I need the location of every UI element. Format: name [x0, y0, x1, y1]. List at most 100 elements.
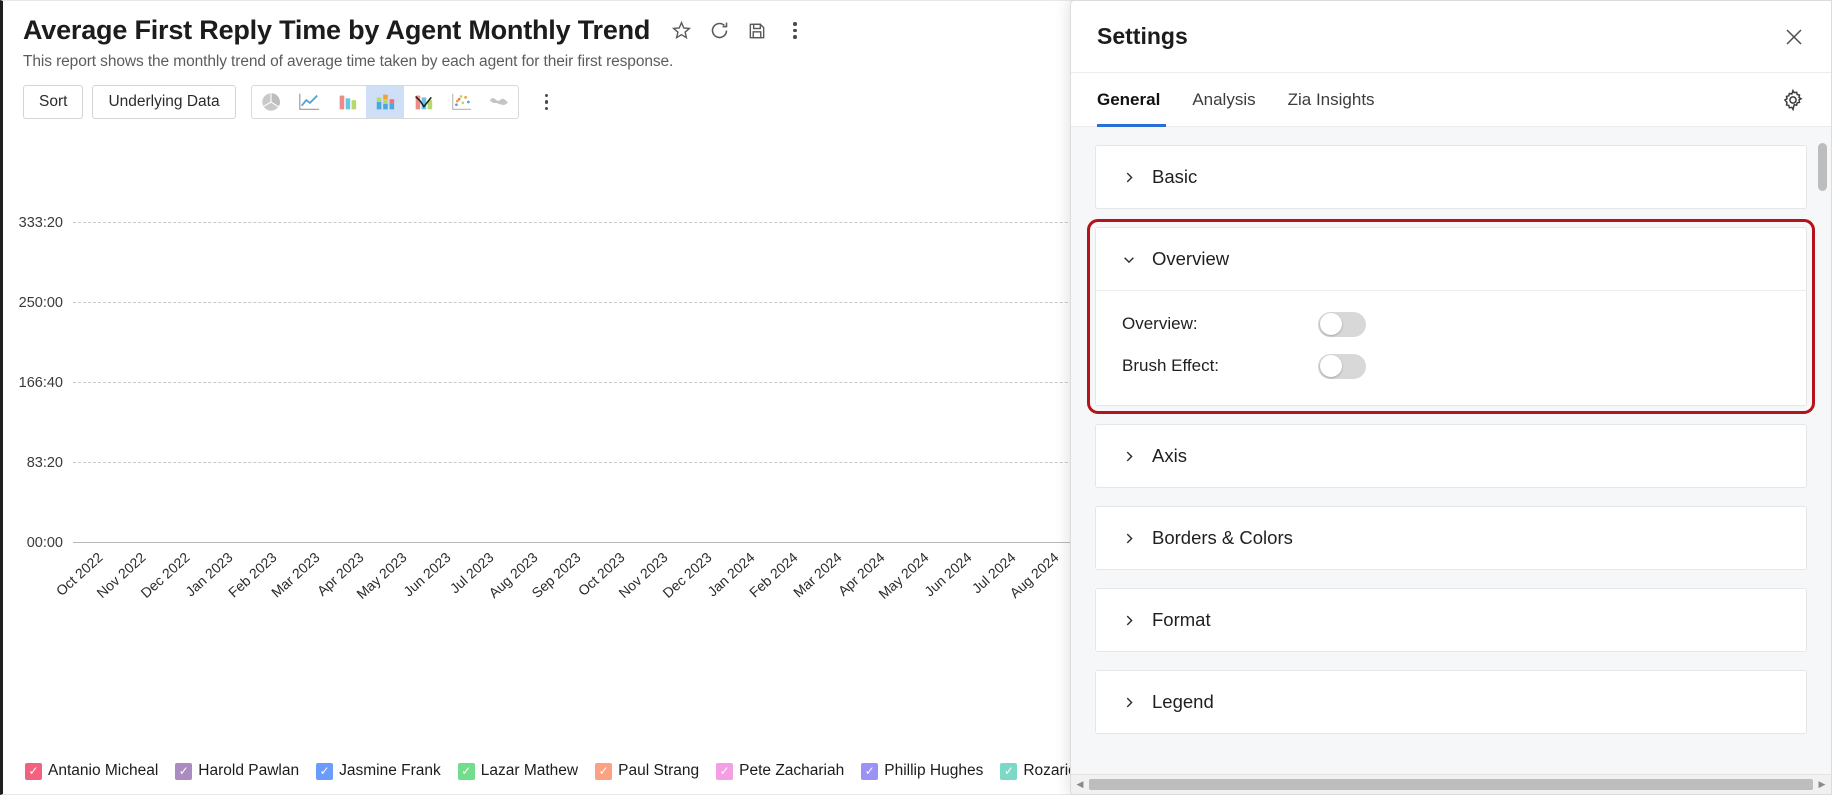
bar-column[interactable]: Nov 2023	[615, 143, 681, 601]
legend-item-label: Lazar Mathew	[480, 762, 579, 779]
bar-column[interactable]: Jun 2024	[922, 143, 986, 599]
settings-horizontal-scrollbar[interactable]: ◀ ▶	[1071, 774, 1831, 794]
settings-section-format: Format	[1095, 588, 1807, 652]
bar-column[interactable]: Jan 2024	[704, 143, 768, 599]
scroll-left-icon[interactable]: ◀	[1076, 779, 1084, 789]
bar-column[interactable]: Oct 2023	[574, 143, 638, 599]
legend-checkbox[interactable]: ✓	[595, 762, 613, 780]
bar-column[interactable]: Jul 2023	[447, 143, 507, 596]
pie-chart-icon[interactable]	[252, 86, 290, 118]
x-axis-tick-label: Jun 2023	[399, 549, 454, 600]
sort-button[interactable]: Sort	[23, 85, 84, 119]
bar-column[interactable]: Jun 2023	[400, 143, 464, 599]
y-axis-tick-label: 166:40	[18, 375, 63, 391]
bar-column[interactable]: Mar 2024	[790, 143, 855, 600]
legend-item-label: Pete Zachariah	[739, 762, 845, 779]
x-axis-line	[73, 542, 1203, 543]
more-options-icon[interactable]	[784, 20, 806, 42]
legend-item[interactable]: ✓ Pete Zachariah	[716, 762, 844, 780]
tab-analysis[interactable]: Analysis	[1192, 89, 1256, 109]
close-icon[interactable]	[1779, 22, 1809, 52]
settings-section-legend: Legend	[1095, 670, 1807, 734]
section-header[interactable]: Format	[1096, 589, 1806, 651]
legend-checkbox[interactable]: ✓	[1000, 762, 1018, 780]
legend-item[interactable]: ✓ Harold Pawlan	[175, 762, 299, 780]
bar-column[interactable]: May 2023	[353, 143, 420, 602]
legend-checkbox[interactable]: ✓	[716, 762, 734, 780]
bar-column[interactable]: Aug 2023	[485, 143, 551, 601]
legend-item[interactable]: ✓ Lazar Mathew	[457, 762, 579, 780]
legend-checkbox[interactable]: ✓	[861, 762, 879, 780]
legend-checkbox[interactable]: ✓	[316, 762, 334, 780]
settings-body: Basic Overview Overview: Brush Effect: Axis B…	[1071, 127, 1831, 774]
settings-panel: Settings General Analysis Zia Insights Bas…	[1070, 0, 1832, 795]
section-header[interactable]: Axis	[1096, 425, 1806, 487]
y-axis-tick-label: 333:20	[18, 215, 63, 232]
chart-more-options-icon[interactable]	[532, 85, 562, 119]
combo-chart-icon[interactable]	[404, 86, 442, 118]
section-header[interactable]: Legend	[1096, 671, 1806, 733]
y-axis-tick-label: 250:00	[18, 295, 63, 312]
legend-item-label: Jasmine Frank	[339, 762, 441, 779]
chart-legend: ✓ Antanio Micheal ✓ Harold Pawlan ✓ Jasmine F…	[25, 762, 1251, 780]
stacked-bar-chart-icon[interactable]	[365, 86, 404, 118]
legend-item[interactable]: ✓ Phillip Hughes	[861, 762, 983, 780]
y-gridline: 166:40	[19, 375, 1203, 391]
map-chart-icon[interactable]	[480, 86, 518, 118]
underlying-data-button[interactable]: Underlying Data	[92, 85, 236, 119]
toggle-brush-effect[interactable]	[1318, 353, 1366, 379]
bar-column[interactable]: Feb 2023	[225, 143, 290, 600]
bar-column[interactable]: Feb 2024	[747, 143, 812, 600]
chevron-right-icon	[1122, 531, 1136, 546]
settings-section-basic: Basic	[1095, 145, 1807, 209]
scatter-chart-icon[interactable]	[442, 86, 480, 118]
bar-column[interactable]: Apr 2023	[313, 143, 377, 599]
settings-vertical-scrollbar[interactable]	[1818, 143, 1827, 191]
legend-checkbox[interactable]: ✓	[457, 762, 475, 780]
bar-column[interactable]: Aug 2024	[1007, 143, 1073, 601]
bar-column[interactable]: May 2024	[875, 143, 942, 602]
page-title: Average First Reply Time by Agent Monthl…	[23, 15, 651, 45]
line-chart-icon[interactable]	[290, 86, 328, 118]
horizontal-scroll-thumb[interactable]	[1089, 779, 1813, 790]
bar-column[interactable]: Jul 2024	[969, 143, 1029, 596]
settings-header: Settings	[1071, 1, 1831, 73]
favorite-star-icon[interactable]	[670, 20, 692, 42]
bar-column[interactable]: Sep 2023	[529, 143, 594, 601]
bar-column[interactable]: Nov 2022	[94, 143, 159, 601]
section-header[interactable]: Borders & Colors	[1096, 507, 1806, 569]
bar-column[interactable]: Mar 2023	[268, 143, 333, 600]
legend-checkbox[interactable]: ✓	[25, 762, 42, 780]
header-icon-group	[670, 20, 806, 42]
settings-section-overview: Overview Overview: Brush Effect:	[1087, 219, 1815, 414]
legend-checkbox[interactable]: ✓	[175, 762, 193, 780]
bar-column[interactable]: Apr 2024	[835, 143, 899, 599]
legend-item[interactable]: ✓ Paul Strang	[595, 762, 699, 780]
settings-title: Settings	[1097, 23, 1188, 49]
save-icon[interactable]	[746, 20, 768, 42]
gear-icon[interactable]	[1781, 73, 1805, 126]
bar-column[interactable]: Oct 2022	[53, 143, 116, 599]
tab-general[interactable]: General	[1097, 73, 1176, 127]
section-label: Legend	[1152, 691, 1214, 712]
bar-chart-icon[interactable]	[328, 86, 366, 118]
y-axis-tick-label: 00:00	[26, 535, 63, 551]
section-header[interactable]: Basic	[1096, 146, 1806, 208]
settings-section-borders-colors: Borders & Colors	[1095, 506, 1807, 570]
tab-zia-insights[interactable]: Zia Insights	[1287, 89, 1375, 109]
legend-item[interactable]: ✓ Jasmine Frank	[316, 762, 441, 780]
toggle-overview[interactable]	[1318, 311, 1366, 337]
scroll-right-icon[interactable]: ▶	[1818, 779, 1826, 789]
chart-type-group	[250, 85, 519, 119]
bar-column[interactable]: Dec 2022	[137, 143, 203, 601]
report-header: Average First Reply Time by Agent Monthl…	[3, 1, 1261, 71]
section-label: Axis	[1152, 445, 1187, 466]
legend-item[interactable]: ✓ Antanio Micheal	[25, 762, 158, 780]
section-header[interactable]: Overview	[1096, 228, 1806, 290]
x-axis-tick-label: Jun 2024	[921, 549, 976, 600]
refresh-icon[interactable]	[708, 20, 730, 42]
section-label: Basic	[1152, 166, 1198, 187]
bar-column[interactable]: Jan 2023	[182, 143, 246, 599]
bar-column[interactable]: Dec 2023	[659, 143, 725, 601]
